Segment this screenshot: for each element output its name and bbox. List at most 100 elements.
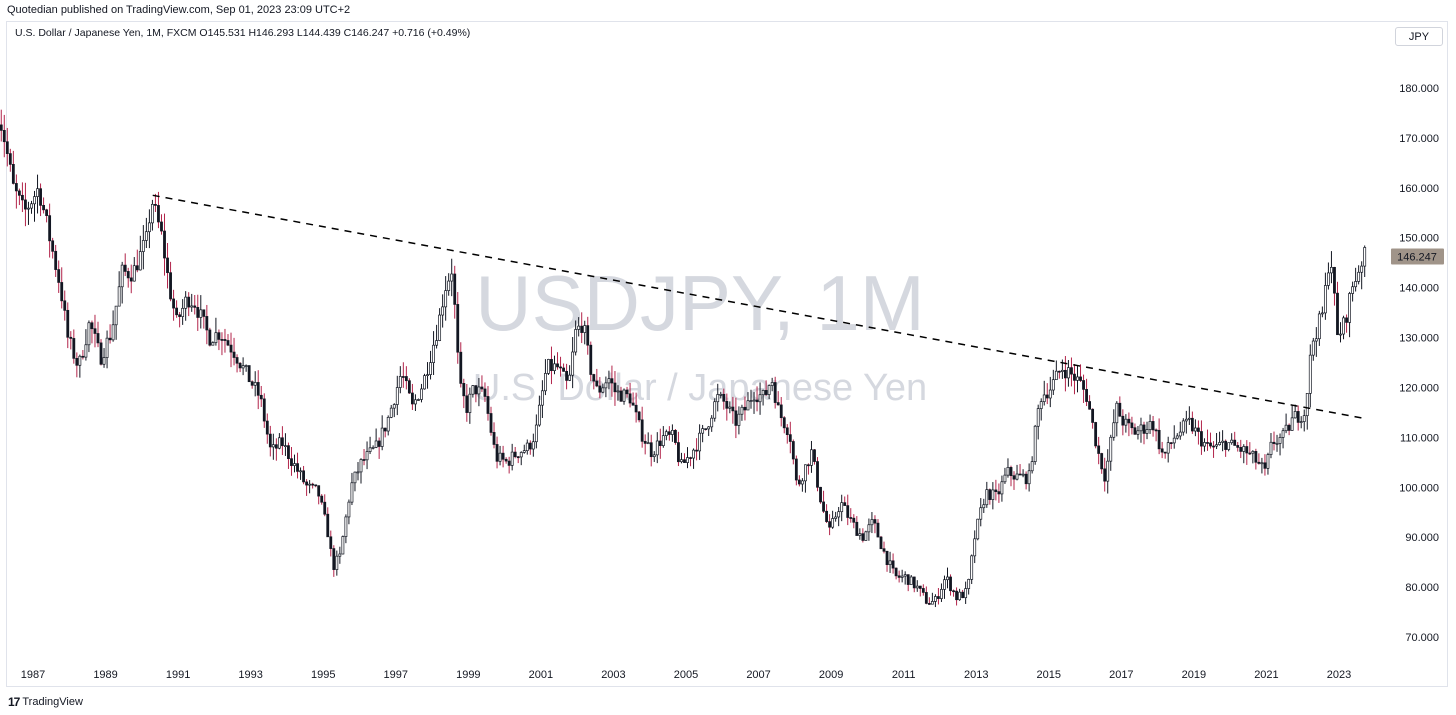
candle-body [423,375,426,390]
candle-body [320,495,324,503]
trendline-layer[interactable] [152,194,1365,420]
candle-body [1030,461,1034,472]
candle-body [577,325,581,330]
candle-body [259,394,263,400]
candle-body [132,265,136,282]
candle-body [220,339,224,341]
candle-body [1206,442,1209,444]
candle-body [268,433,272,448]
candle-body [559,366,562,369]
candle-body [976,518,980,540]
candle-body [664,431,668,436]
candle-body [1287,424,1291,431]
candle-body [1248,452,1252,455]
candle-body [1308,354,1312,394]
candle-body [755,399,759,403]
candle-body [371,447,375,449]
candle-body [677,442,680,463]
candle-body [426,374,429,376]
candle-body [631,402,635,406]
candle-body [934,596,937,602]
candle-body [404,376,408,382]
candle-body [589,344,593,375]
candle-body [525,442,529,452]
candle-body [1063,369,1067,379]
candle-body [144,231,148,241]
candle-body [238,362,242,369]
candle-body [924,592,928,604]
candle-body [135,265,139,271]
candle-body [927,603,931,605]
candle-body [1015,473,1019,480]
candle-body [1230,439,1234,444]
candle-body [495,444,499,462]
candle-body [498,452,502,462]
candle-body [1127,418,1131,424]
candle-body [1109,436,1113,462]
candle-body [1357,271,1361,282]
candle-body [897,575,901,578]
candle-body [432,344,435,363]
candle-body [822,501,825,512]
candle-body [287,445,290,460]
candle-body [474,385,478,395]
symbol-legend[interactable]: U.S. Dollar / Japanese Yen, 1M, FXCM O14… [15,27,471,39]
candle-body [14,183,18,192]
candle-body [522,450,526,453]
candle-body [120,264,124,288]
candle-body [1130,422,1134,429]
candle-body [395,387,399,405]
candle-body [737,413,741,426]
candle-body [825,510,828,522]
candle-body [114,305,118,326]
candle-body [1160,448,1164,453]
candle-body [380,427,384,447]
candle-body [444,290,448,308]
price-tick-label: 130.000 [1399,333,1439,345]
candle-body [284,445,287,447]
time-tick-label: 1987 [21,669,45,681]
candle-body [667,431,671,435]
candle-body [299,470,302,473]
candle-body [232,351,236,358]
candle-body [27,207,30,210]
time-tick-label: 1995 [311,669,335,681]
candle-body [701,428,705,434]
time-axis[interactable]: 1987 1989 1991 1993 1995 1997 1999 2001 2003 2005… [21,669,1351,681]
candle-body [731,406,735,412]
candle-body [507,460,511,466]
candle-body [1103,468,1107,482]
candle-body [831,518,835,528]
candle-body [1070,367,1073,375]
candle-body [940,589,943,599]
candle-body [42,204,45,211]
candle-body [11,164,15,184]
candle-body [1027,470,1031,485]
candle-body [943,579,946,590]
candle-body [447,280,451,291]
currency-button[interactable]: JPY [1395,27,1443,46]
candle-body [99,342,103,365]
candlestick-chart[interactable]: USDJPY, 1M U.S. Dollar / Japanese Yen 18… [0,0,1456,690]
candle-body [595,380,599,387]
candle-body [800,480,804,485]
candle-body [1203,442,1206,447]
time-tick-label: 2023 [1327,669,1351,681]
price-axis[interactable]: 180.000 170.000 160.000 150.000 140.000 130.0… [1399,83,1439,644]
tradingview-logo[interactable]: 17 TradingView [8,695,83,709]
candle-body [1097,445,1101,454]
candle-body [550,359,553,371]
candle-body [540,390,544,406]
candle-body [350,482,354,503]
time-tick-label: 2005 [674,669,698,681]
candle-body [991,489,995,500]
candle-body [583,325,587,333]
chart-frame [6,21,1448,687]
candle-body [692,449,695,459]
candle-body [574,329,578,353]
candle-body [722,393,726,402]
time-tick-label: 1989 [93,669,117,681]
candle-body [556,363,559,368]
candle-body [81,355,85,358]
candle-body [63,300,67,311]
